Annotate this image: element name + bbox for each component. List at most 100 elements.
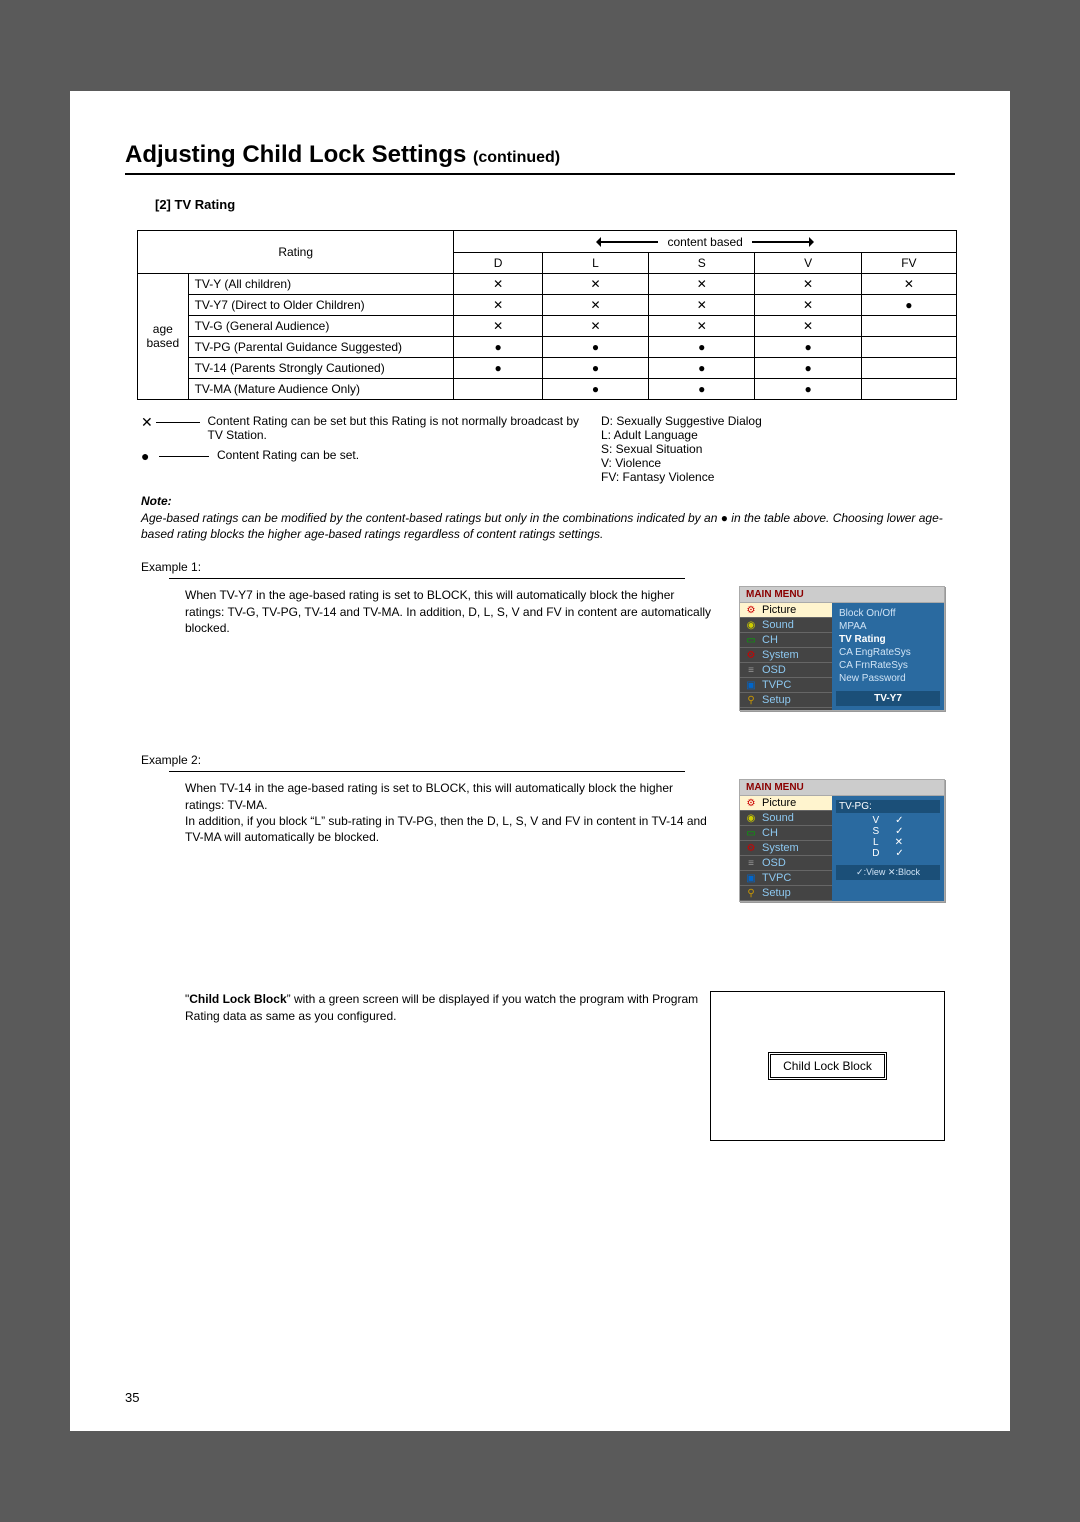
menu-title: MAIN MENU — [740, 780, 944, 796]
menu-item-icon: ⚲ — [744, 887, 758, 899]
rating-cell: ● — [454, 337, 543, 358]
menu-side-item: ▭CH — [740, 633, 832, 648]
menu-item-icon: ▣ — [744, 872, 758, 884]
table-row: TV-Y7 (Direct to Older Children)✕✕✕✕● — [138, 295, 957, 316]
rating-cell: ● — [649, 379, 755, 400]
age-based-label: agebased — [138, 274, 189, 400]
arrow-left-icon — [598, 241, 658, 243]
rating-cell: ● — [649, 337, 755, 358]
arrow-right-icon — [752, 241, 812, 243]
content-def-line: L: Adult Language — [601, 428, 955, 442]
rating-cell: ● — [755, 379, 861, 400]
menu-tag: TV-Y7 — [836, 691, 940, 706]
menu-item-label: Sound — [762, 812, 794, 824]
menu-side-item: ⚙ System — [740, 841, 832, 856]
subrow-val: ✓ — [895, 826, 903, 837]
content-based-label: content based — [667, 235, 742, 249]
legend-row-x: ✕ Content Rating can be set but this Rat… — [141, 414, 581, 442]
content-based-header: content based — [454, 231, 957, 253]
example-2: Example 2: When TV-14 in the age-based r… — [125, 753, 955, 953]
menu-item-label: Picture — [762, 797, 796, 809]
legend-dot-text: Content Rating can be set. — [217, 448, 359, 462]
menu-side-item: ▣ TVPC — [740, 871, 832, 886]
legend-row-dot: ● Content Rating can be set. — [141, 448, 581, 464]
rating-cell: ✕ — [454, 295, 543, 316]
rating-cell — [861, 316, 956, 337]
rating-row-label: TV-14 (Parents Strongly Cautioned) — [188, 358, 454, 379]
col-L: L — [542, 253, 648, 274]
menu-subrow: V✓ — [836, 815, 940, 826]
child-lock-text: "Child Lock Block” with a green screen w… — [185, 991, 725, 1023]
menu-subrow: L✕ — [836, 837, 940, 848]
menu-pane: TV-PG:V✓S✓L✕D✓✓:View ✕:Block — [832, 796, 944, 901]
menu-option: CA EngRateSys — [836, 646, 940, 659]
table-row: TV-14 (Parents Strongly Cautioned)●●●● — [138, 358, 957, 379]
rating-label-cell: Rating — [138, 231, 454, 274]
menu-subrow: D✓ — [836, 848, 940, 859]
content-def-line: D: Sexually Suggestive Dialog — [601, 414, 955, 428]
child-lock-block-box: Child Lock Block — [710, 991, 945, 1141]
rating-cell: ✕ — [454, 316, 543, 337]
menu-item-label: Setup — [762, 694, 791, 706]
menu-item-icon: ◉ — [744, 812, 758, 824]
legend-line-icon — [156, 422, 199, 423]
example2-label: Example 2: — [141, 753, 955, 767]
menu-item-label: CH — [762, 827, 778, 839]
menu-option: Block On/Off — [836, 607, 940, 620]
table-row: TV-MA (Mature Audience Only)●●● — [138, 379, 957, 400]
menu-side-item: ▭ CH — [740, 826, 832, 841]
menu-subhead: TV-PG: — [836, 800, 940, 813]
menu-footer: ✓:View ✕:Block — [836, 865, 940, 880]
rating-cell — [454, 379, 543, 400]
rating-cell: ● — [542, 358, 648, 379]
rating-cell: ● — [861, 295, 956, 316]
table-row: TV-G (General Audience)✕✕✕✕ — [138, 316, 957, 337]
menu-item-label: TVPC — [762, 872, 791, 884]
rating-row-label: TV-G (General Audience) — [188, 316, 454, 337]
menu-sidebar: ⚙Picture◉Sound▭CH⚙System≡OSD▣TVPC⚲Setup — [740, 796, 832, 901]
example2-body: When TV-14 in the age-based rating is se… — [185, 780, 715, 845]
menu-item-icon: ⚙ — [744, 842, 758, 854]
content-definitions: D: Sexually Suggestive DialogL: Adult La… — [601, 414, 955, 484]
subrow-val: ✕ — [895, 837, 903, 848]
subrow-key: L — [873, 837, 879, 848]
section-subheading: [2] TV Rating — [155, 197, 955, 212]
menu-option: New Password — [836, 672, 940, 685]
heading-title: Adjusting Child Lock Settings — [125, 141, 466, 168]
menu-item-icon: ▭ — [744, 827, 758, 839]
rating-cell: ● — [542, 337, 648, 358]
page-number: 35 — [125, 1390, 139, 1405]
menu-side-item: ⚲Setup — [740, 693, 832, 708]
menu-item-label: Setup — [762, 887, 791, 899]
heading-continued: (continued) — [473, 149, 560, 166]
example1-label: Example 1: — [141, 560, 955, 574]
rating-cell: ✕ — [542, 295, 648, 316]
legend-x-text: Content Rating can be set but this Ratin… — [208, 414, 581, 442]
rating-cell: ● — [755, 337, 861, 358]
rating-cell: ● — [649, 358, 755, 379]
example-1: Example 1: When TV-Y7 in the age-based r… — [125, 560, 955, 735]
rating-cell: ✕ — [542, 274, 648, 295]
col-S: S — [649, 253, 755, 274]
menu-sidebar: ⚙Picture◉Sound▭CH⚙System≡OSD▣TVPC⚲Setup — [740, 603, 832, 710]
menu-item-label: System — [762, 842, 799, 854]
divider — [169, 578, 685, 579]
menu-side-item: ⚙Picture — [740, 603, 832, 618]
rating-label: Rating — [278, 245, 313, 259]
menu-item-label: System — [762, 649, 799, 661]
rating-cell: ✕ — [861, 274, 956, 295]
main-menu-mock-2: MAIN MENU ⚙Picture◉Sound▭CH⚙System≡OSD▣T… — [739, 779, 945, 902]
rating-cell: ✕ — [542, 316, 648, 337]
rating-table: Rating content based D L S V FV agebased… — [137, 230, 957, 400]
menu-side-item: ▣ TVPC — [740, 678, 832, 693]
menu-side-item: ◉ Sound — [740, 811, 832, 826]
note-body: Age-based ratings can be modified by the… — [141, 510, 943, 542]
menu-item-label: TVPC — [762, 679, 791, 691]
menu-option: MPAA — [836, 620, 940, 633]
menu-item-icon: ▣ — [744, 679, 758, 691]
menu-subrow: S✓ — [836, 826, 940, 837]
subrow-key: V — [872, 815, 879, 826]
col-V: V — [755, 253, 861, 274]
example1-body: When TV-Y7 in the age-based rating is se… — [185, 587, 715, 636]
rating-cell: ● — [542, 379, 648, 400]
